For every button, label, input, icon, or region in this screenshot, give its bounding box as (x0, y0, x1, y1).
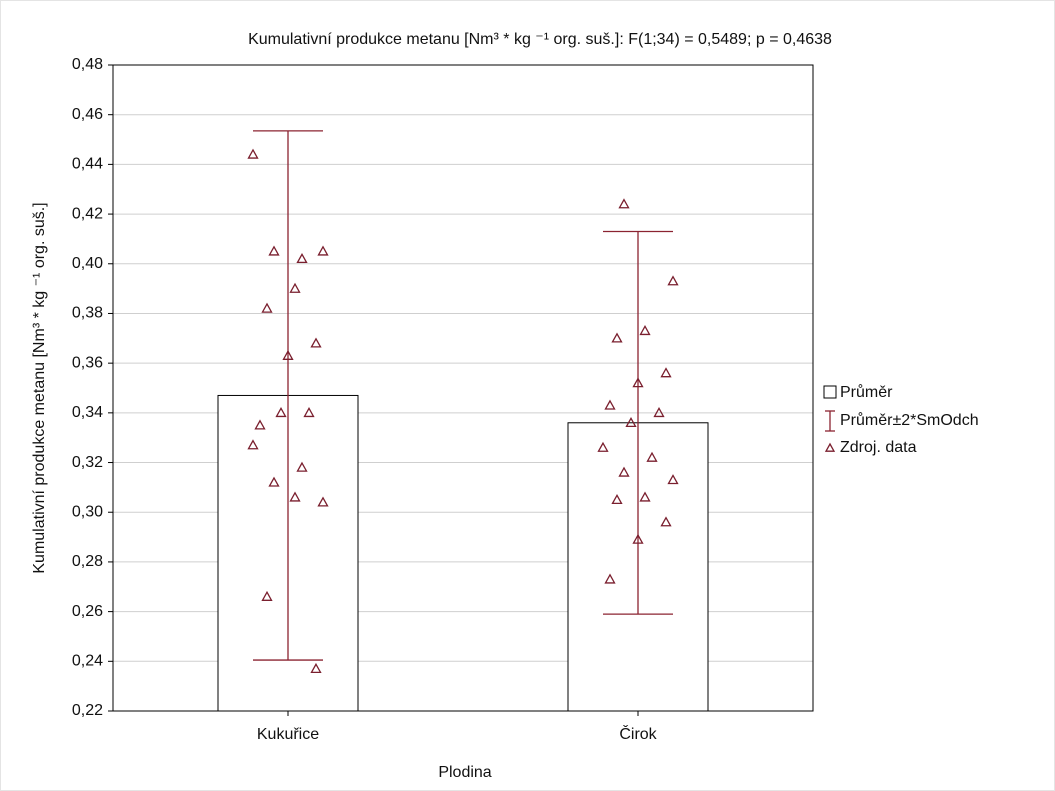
data-point (646, 451, 658, 462)
data-point (303, 407, 315, 418)
x-tick-label: Čirok (619, 724, 657, 743)
data-point (667, 474, 679, 485)
legend-label: Průměr±2*SmOdch (840, 411, 979, 429)
x-tick-label: Kukuřice (257, 726, 319, 743)
chart-title: Kumulativní produkce metanu [Nm³ * kg ⁻¹… (248, 31, 832, 48)
y-tick-label: 0,46 (72, 106, 103, 123)
y-tick-label: 0,24 (72, 653, 103, 670)
data-point (247, 439, 259, 450)
data-point (604, 573, 616, 584)
data-point (667, 275, 679, 286)
y-tick-label: 0,30 (72, 503, 103, 520)
data-point (653, 407, 665, 418)
plot-frame (112, 64, 814, 712)
data-point (296, 252, 308, 264)
x-axis-label: Plodina (438, 764, 491, 781)
data-point (296, 461, 308, 472)
data-point (310, 662, 322, 674)
data-point (597, 441, 609, 452)
data-point (282, 349, 294, 360)
y-axis-label: Kumulativní produkce metanu [Nm³ * kg ⁻¹… (31, 202, 48, 573)
data-point (268, 476, 280, 487)
data-point (317, 496, 329, 507)
data-point (632, 377, 644, 388)
data-point (261, 590, 273, 601)
data-point (289, 282, 301, 293)
data-point (310, 337, 322, 348)
data-point (611, 493, 623, 505)
data-point (317, 245, 329, 256)
data-point (639, 491, 651, 502)
legend-swatch (824, 442, 836, 452)
y-tick-label: 0,38 (72, 305, 103, 322)
y-tick-label: 0,44 (72, 156, 103, 173)
y-tick-label: 0,32 (72, 454, 103, 471)
data-point (254, 419, 266, 430)
error-bar (603, 230, 673, 615)
legend-swatch (823, 385, 837, 399)
data-point (632, 533, 644, 544)
y-tick-label: 0,28 (72, 553, 103, 570)
legend-label: Průměr (840, 383, 893, 401)
data-point (625, 416, 637, 428)
data-point (289, 491, 301, 502)
data-point (618, 466, 630, 477)
data-point (275, 407, 287, 418)
data-point (261, 302, 273, 313)
data-point (268, 245, 280, 256)
data-point (660, 367, 672, 378)
legend-label: Zdroj. data (840, 439, 917, 456)
y-tick-label: 0,48 (72, 56, 103, 73)
error-bar (253, 130, 323, 661)
y-tick-label: 0,26 (72, 603, 103, 620)
data-point (618, 198, 630, 209)
y-tick-label: 0,22 (72, 702, 103, 719)
data-point (639, 325, 651, 336)
data-point (611, 332, 623, 343)
y-tick-label: 0,34 (72, 404, 103, 421)
data-point (247, 148, 259, 159)
y-tick-label: 0,36 (72, 354, 103, 371)
y-tick-label: 0,40 (72, 255, 103, 272)
y-tick-label: 0,42 (72, 205, 103, 222)
data-point (660, 516, 672, 527)
data-point (604, 399, 616, 410)
